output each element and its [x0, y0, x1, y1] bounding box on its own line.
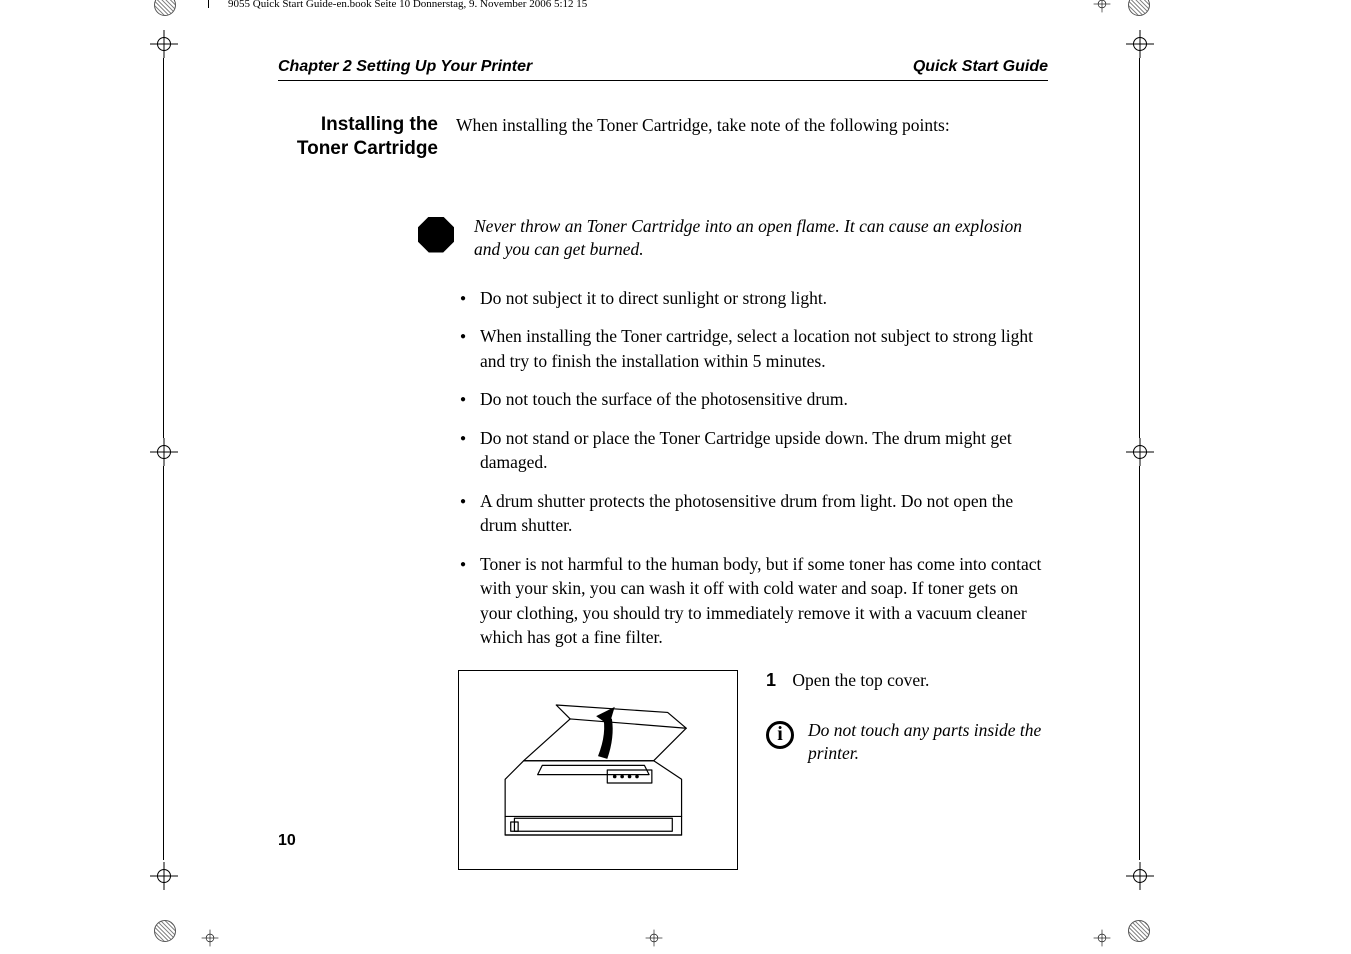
reg-line-right-lower	[1139, 466, 1140, 860]
crop-mark-top-right-cross	[1088, 0, 1116, 18]
bullet-item: Do not stand or place the Toner Cartridg…	[480, 426, 1048, 475]
page-number: 10	[278, 832, 296, 850]
step-area: 1 Open the top cover. i Do not touch any…	[458, 670, 1048, 870]
reg-line-right-upper	[1139, 58, 1140, 438]
running-head: Chapter 2 Setting Up Your Printer Quick …	[278, 58, 1048, 81]
bullet-item: Do not touch the surface of the photosen…	[480, 387, 1048, 412]
crop-mark-top-left-circle	[154, 0, 176, 16]
warning-text: Never throw an Toner Cartridge into an o…	[474, 215, 1048, 262]
crop-mark-bot-right-circle	[1128, 920, 1150, 942]
note-text: Do not touch any parts inside the printe…	[808, 719, 1048, 765]
section-row: Installing the Toner Cartridge When inst…	[278, 113, 1048, 161]
reg-line-left-upper	[163, 58, 164, 438]
bullet-item: Toner is not harmful to the human body, …	[480, 552, 1048, 650]
step-text-col: 1 Open the top cover. i Do not touch any…	[766, 670, 1048, 870]
source-file-strip: 9055 Quick Start Guide-en.book Seite 10 …	[228, 0, 587, 10]
step-line: 1 Open the top cover.	[766, 670, 1048, 691]
stop-icon	[418, 217, 454, 253]
reg-mark-top-right	[1126, 30, 1154, 58]
crop-mark-bot-left-circle	[154, 920, 176, 942]
crop-mark-top-right-circle	[1128, 0, 1150, 16]
running-head-left: Chapter 2 Setting Up Your Printer	[278, 58, 532, 76]
crop-mark-bot-right-cross	[1088, 924, 1116, 952]
running-head-right: Quick Start Guide	[913, 58, 1048, 76]
info-icon: i	[766, 721, 794, 749]
reg-mark-bot-right	[1126, 862, 1154, 890]
reg-mark-mid-left	[150, 438, 178, 466]
bullet-item: Do not subject it to direct sunlight or …	[480, 286, 1048, 311]
intro-text: When installing the Toner Cartridge, tak…	[456, 113, 1048, 138]
printer-illustration	[468, 677, 728, 863]
printer-figure	[458, 670, 738, 870]
note-row: i Do not touch any parts inside the prin…	[766, 719, 1048, 765]
reg-mark-top-left	[150, 30, 178, 58]
step-number: 1	[766, 670, 788, 691]
step-text: Open the top cover.	[792, 670, 929, 690]
bullet-item: A drum shutter protects the photosensiti…	[480, 489, 1048, 538]
side-heading: Installing the Toner Cartridge	[278, 113, 438, 161]
warning-row: Never throw an Toner Cartridge into an o…	[278, 215, 1048, 262]
reg-mark-mid-right	[1126, 438, 1154, 466]
bullet-item: When installing the Toner cartridge, sel…	[480, 324, 1048, 373]
page-content: Chapter 2 Setting Up Your Printer Quick …	[278, 58, 1048, 870]
crop-mark-bot-left-cross	[196, 924, 224, 952]
reg-mark-bot-left	[150, 862, 178, 890]
crop-mark-bot-center-cross	[640, 924, 668, 952]
reg-line-left-lower	[163, 466, 164, 860]
bullet-list: Do not subject it to direct sunlight or …	[480, 286, 1048, 650]
section-intro-col: When installing the Toner Cartridge, tak…	[456, 113, 1048, 161]
crop-mark-top-left-v	[208, 0, 209, 8]
